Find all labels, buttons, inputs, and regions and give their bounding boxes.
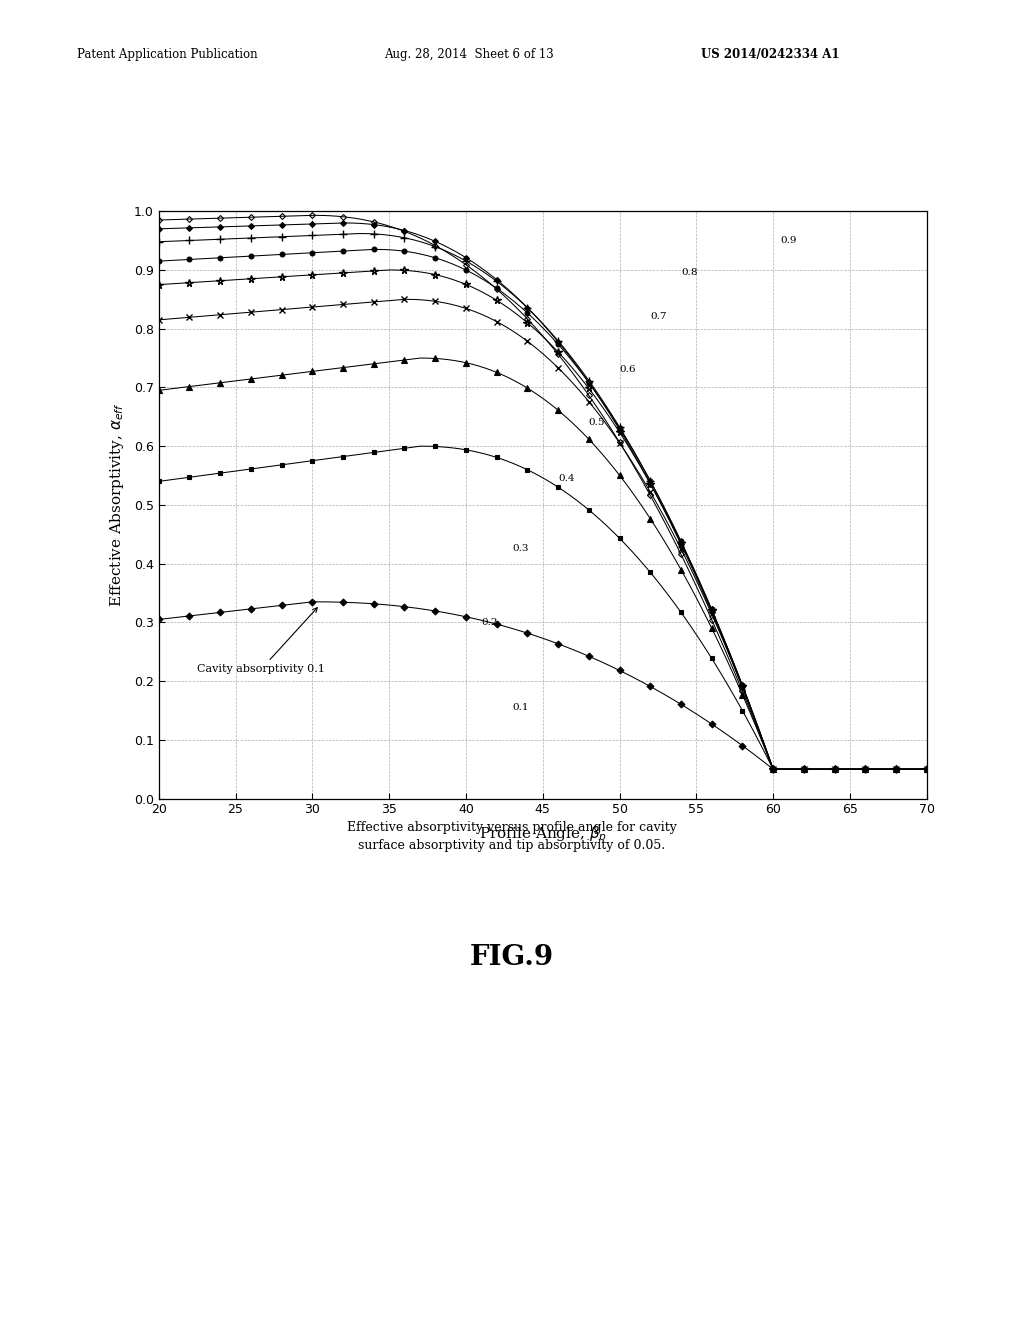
Text: 0.5: 0.5 xyxy=(589,418,605,428)
Text: 0.8: 0.8 xyxy=(681,268,697,277)
Text: FIG.9: FIG.9 xyxy=(470,944,554,970)
Text: US 2014/0242334 A1: US 2014/0242334 A1 xyxy=(701,48,840,61)
Text: 0.9: 0.9 xyxy=(780,236,798,246)
Y-axis label: Effective Absorptivity, $\alpha_{eff}$: Effective Absorptivity, $\alpha_{eff}$ xyxy=(108,403,126,607)
Text: 0.7: 0.7 xyxy=(650,313,667,322)
Text: Cavity absorptivity 0.1: Cavity absorptivity 0.1 xyxy=(197,607,325,675)
Text: Patent Application Publication: Patent Application Publication xyxy=(77,48,257,61)
Text: 0.2: 0.2 xyxy=(481,618,498,627)
Text: 0.4: 0.4 xyxy=(558,474,574,483)
Text: 0.1: 0.1 xyxy=(512,704,528,711)
Text: 0.6: 0.6 xyxy=(620,366,636,375)
Text: Effective absorptivity versus profile angle for cavity
surface absorptivity and : Effective absorptivity versus profile an… xyxy=(347,821,677,851)
X-axis label: Profile Angle, $\beta_p$: Profile Angle, $\beta_p$ xyxy=(478,825,607,845)
Text: 0.3: 0.3 xyxy=(512,544,528,553)
Text: Aug. 28, 2014  Sheet 6 of 13: Aug. 28, 2014 Sheet 6 of 13 xyxy=(384,48,554,61)
